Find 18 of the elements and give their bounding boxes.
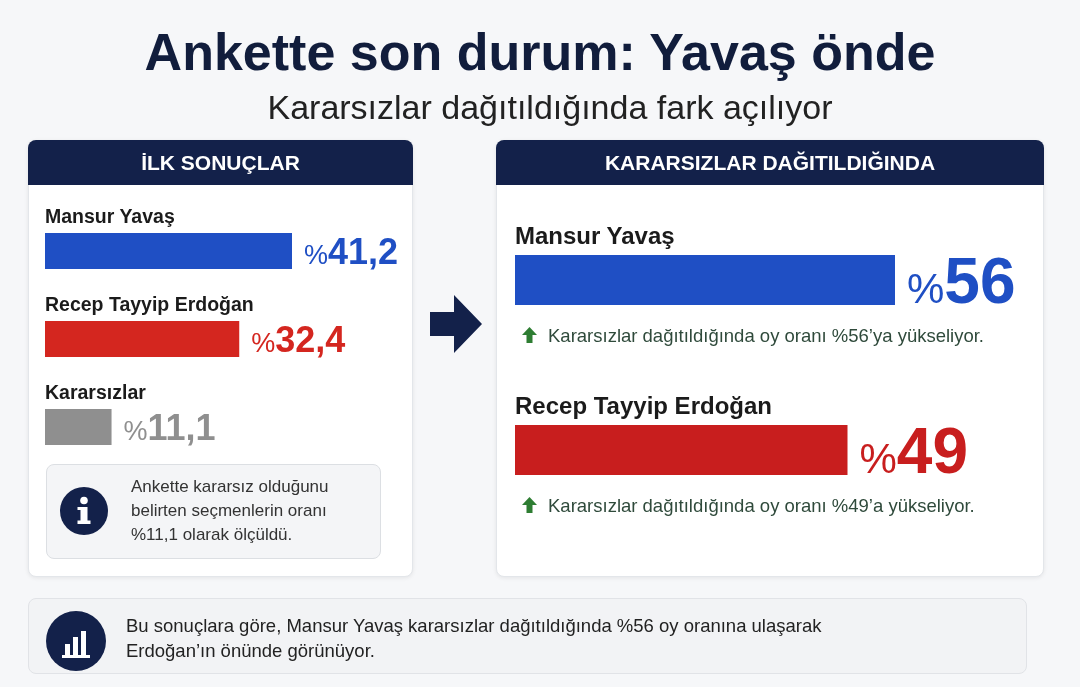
data-label: %11,1 [123, 406, 216, 448]
annotation: Kararsızlar dağıtıldığında oy oranı %49’a yükseliyor. [548, 495, 975, 516]
y-tick-label: Kararsızlar [45, 381, 147, 403]
y-tick-label: Mansur Yavaş [45, 205, 175, 227]
text: Kararsızlar dağıtıldığında fark açılıyor [266, 87, 834, 127]
chart-title: İLK SONUÇLAR [28, 140, 413, 185]
y-tick-label: Mansur Yavaş [515, 222, 675, 249]
text: Ankette kararsız olduğunu belirten seçmenlerin oranı %11,1 olarak ölçüldü. [131, 476, 330, 546]
y-tick-label: Recep Tayyip Erdoğan [515, 392, 772, 419]
data-label: %41,2 [304, 230, 399, 272]
text: Bu sonuçlara göre, Mansur Yavaş kararsızlar dağıtıldığında %56 oy oranına ulaşarak Erdoğan’ın önünde görünüyor. [126, 614, 823, 663]
data-label: %56 [907, 245, 1016, 318]
chart-title: KARARSIZLAR DAĞITILDIĞINDA [496, 140, 1044, 185]
y-tick-label: Recep Tayyip Erdoğan [45, 293, 254, 315]
text: Ankette son durum: Yavaş önde [143, 22, 937, 82]
annotation: Kararsızlar dağıtıldığında oy oranı %56’ya yükseliyor. [548, 325, 985, 346]
data-label: %49 [859, 415, 969, 488]
data-label: %32,4 [251, 318, 346, 360]
